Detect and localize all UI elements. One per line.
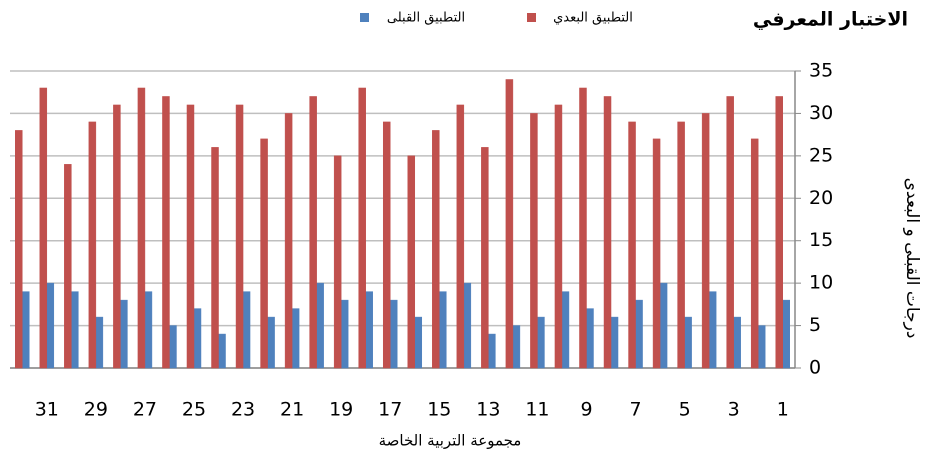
bar	[242, 291, 251, 369]
x-tick-label: 1	[777, 399, 789, 421]
bar	[95, 316, 104, 369]
bar	[628, 121, 636, 369]
bar	[488, 333, 496, 369]
bar	[432, 130, 440, 369]
bar	[439, 291, 447, 369]
y-tick-label: 15	[809, 229, 833, 251]
y-tick-label: 20	[809, 187, 833, 209]
bar	[701, 113, 710, 369]
y-tick-label: 35	[809, 60, 833, 82]
bar	[382, 121, 391, 369]
bar	[677, 121, 685, 369]
x-tick-label: 31	[35, 399, 59, 421]
bar	[726, 96, 734, 369]
bar	[169, 325, 177, 369]
x-tick-label: 23	[231, 399, 255, 421]
bar	[333, 155, 342, 369]
bar	[775, 96, 783, 369]
bar	[652, 138, 661, 369]
bar	[358, 87, 366, 369]
bar	[407, 155, 416, 369]
bar	[733, 316, 741, 369]
y-axis-title: درجات القبلى و البعدى	[902, 178, 922, 339]
bar	[260, 138, 268, 369]
x-tick-label: 9	[580, 399, 592, 421]
x-tick-label: 25	[182, 399, 206, 421]
bar	[512, 325, 521, 369]
x-tick-label: 13	[476, 399, 500, 421]
bar	[88, 121, 97, 369]
bar	[71, 291, 79, 369]
bar	[46, 282, 55, 369]
bar	[144, 291, 153, 369]
y-tick-label: 30	[809, 102, 833, 124]
legend-label: التطبيق القبلى	[387, 11, 465, 26]
bar	[284, 113, 293, 369]
x-tick-label: 19	[329, 399, 353, 421]
x-tick-label: 11	[525, 399, 549, 421]
bar	[365, 291, 373, 369]
legend-label: التطبيق البعدي	[553, 11, 633, 26]
bar	[316, 282, 324, 369]
bar	[610, 316, 619, 369]
bar	[505, 79, 514, 369]
bar	[684, 316, 692, 369]
bar	[463, 282, 472, 369]
x-tick-label: 3	[728, 399, 740, 421]
bar	[757, 325, 766, 369]
bar	[340, 299, 349, 369]
bar	[603, 96, 612, 369]
bar	[635, 299, 643, 369]
bar	[15, 130, 23, 369]
x-tick-label: 5	[679, 399, 691, 421]
bar	[186, 104, 195, 369]
y-tick-label: 5	[809, 314, 821, 336]
bar	[659, 282, 668, 369]
bar	[456, 104, 465, 369]
bar	[530, 113, 538, 369]
bar	[414, 316, 423, 369]
y-tick-label: 0	[809, 357, 821, 379]
bar	[586, 308, 594, 369]
x-tick-label: 15	[427, 399, 451, 421]
legend-swatch	[527, 13, 536, 22]
legend-swatch	[360, 13, 369, 22]
bar	[137, 87, 146, 369]
x-tick-label: 7	[630, 399, 642, 421]
bar	[561, 291, 570, 369]
x-tick-label: 21	[280, 399, 304, 421]
bar	[389, 299, 398, 369]
x-tick-label: 29	[84, 399, 108, 421]
bar	[113, 104, 121, 369]
bar	[211, 147, 219, 369]
bar	[481, 147, 489, 369]
bar	[267, 316, 275, 369]
bar	[64, 164, 72, 369]
bar	[39, 87, 48, 369]
bar	[22, 291, 30, 369]
bar	[782, 299, 790, 369]
bar	[291, 308, 300, 369]
x-axis-title: مجموعة التربية الخاصة	[379, 432, 522, 450]
x-tick-label: 27	[133, 399, 157, 421]
bar	[162, 96, 170, 369]
bar	[309, 96, 317, 369]
bar	[120, 299, 128, 369]
chart-title: الاختبار المعرفي	[753, 9, 908, 31]
bar	[554, 104, 563, 369]
bar	[235, 104, 244, 369]
y-tick-label: 10	[809, 272, 833, 294]
x-tick-label: 17	[378, 399, 402, 421]
bar	[750, 138, 759, 369]
bar	[708, 291, 717, 369]
bar	[579, 87, 587, 369]
bar	[537, 316, 545, 369]
bar	[218, 333, 226, 369]
y-tick-label: 25	[809, 144, 833, 166]
bar	[193, 308, 202, 369]
